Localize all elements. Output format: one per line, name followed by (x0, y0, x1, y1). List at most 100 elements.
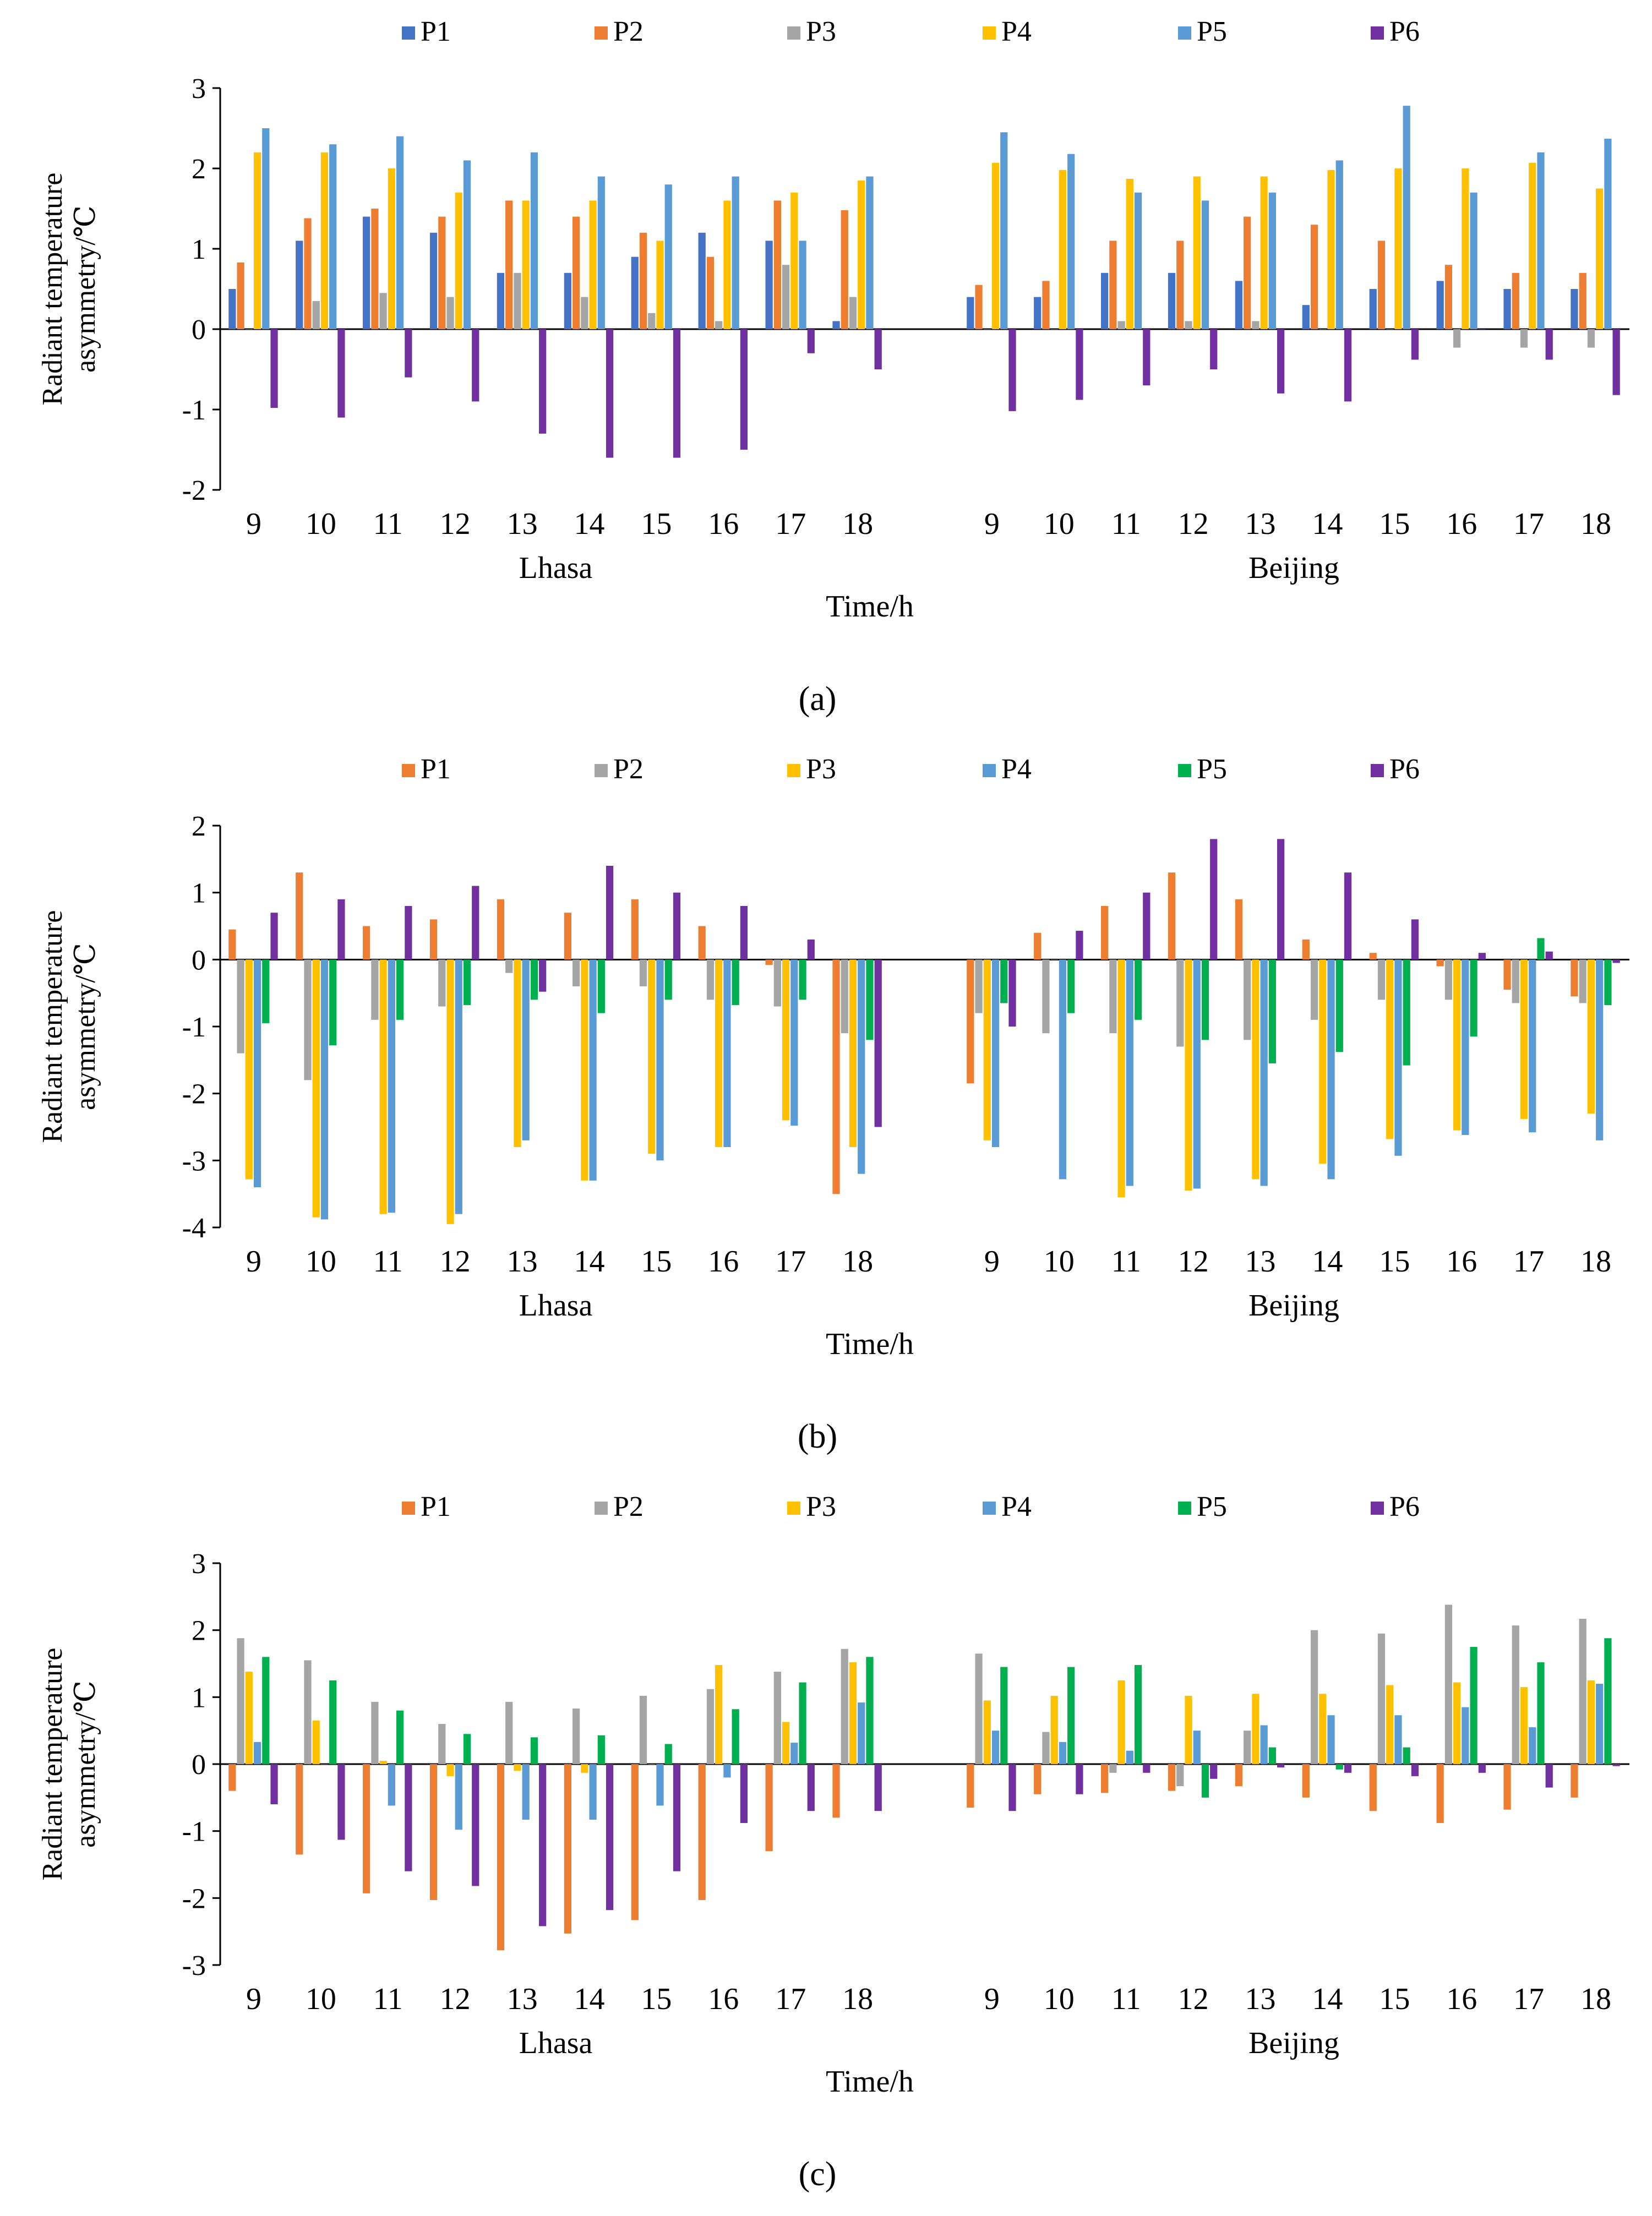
bar-lhasa-13-p1 (497, 272, 505, 329)
bar-beijing-14-p5 (1335, 160, 1343, 329)
x-tick-label: 9 (246, 1982, 261, 2016)
x-tick-label: 17 (775, 1982, 806, 2016)
bar-lhasa-13-p4 (522, 200, 530, 329)
bar-beijing-17-p2 (1512, 1625, 1519, 1764)
group-label-beijing: Beijing (1248, 1289, 1339, 1323)
bar-lhasa-15-p5 (664, 184, 672, 329)
bar-lhasa-15-p1 (631, 899, 639, 960)
x-tick-label: 13 (507, 1982, 538, 2016)
bar-beijing-12-p5 (1201, 200, 1209, 329)
bar-lhasa-13-p6 (539, 329, 547, 434)
bar-beijing-10-p4 (1059, 1742, 1067, 1764)
bar-beijing-14-p6 (1344, 329, 1352, 402)
bar-lhasa-12-p1 (429, 919, 438, 960)
bar-lhasa-14-p2 (573, 1709, 580, 1764)
bar-lhasa-13-p3 (514, 1764, 521, 1771)
bar-beijing-10-p3 (1050, 1695, 1058, 1764)
bar-lhasa-14-p2 (573, 959, 580, 986)
bar-lhasa-11-p4 (388, 959, 395, 1213)
bar-lhasa-11-p3 (379, 1760, 387, 1764)
bar-lhasa-9-p3 (245, 329, 253, 330)
bar-beijing-13-p1 (1235, 1764, 1243, 1787)
bar-beijing-17-p6 (1545, 1764, 1553, 1788)
bar-beijing-10-p6 (1076, 329, 1083, 400)
chart-panel-c: P1 P2 P3 P4 P5 P6 -3 -2 -1 0 1 2 3 Radiant temperatur… (0, 1475, 1652, 2213)
bar-lhasa-11-p6 (405, 906, 412, 960)
bar-beijing-14-p5 (1335, 1764, 1343, 1770)
bar-beijing-14-p6 (1344, 1764, 1352, 1773)
legend-label-p6: P6 (1389, 1491, 1420, 1522)
bar-lhasa-14-p1 (564, 272, 571, 329)
bar-lhasa-15-p6 (673, 329, 681, 458)
x-tick-label: 18 (842, 507, 873, 541)
bar-beijing-14-p1 (1302, 939, 1310, 960)
y-tick-label: 0 (192, 314, 206, 346)
bar-lhasa-13-p3 (514, 272, 521, 329)
bar-beijing-12-p6 (1210, 1764, 1218, 1779)
bar-lhasa-17-p5 (799, 959, 806, 1000)
bar-beijing-13-p4 (1260, 176, 1268, 329)
legend-label-p2: P2 (613, 754, 644, 785)
legend-swatch-p2 (595, 26, 608, 40)
y-tick-label: -3 (182, 1950, 206, 1982)
bar-beijing-13-p6 (1277, 1764, 1285, 1768)
x-tick-label: 15 (1379, 1982, 1410, 2016)
bar-beijing-9-p6 (1008, 329, 1016, 411)
x-tick-label: 10 (306, 507, 336, 541)
bar-beijing-9-p5 (1000, 959, 1008, 1003)
bar-beijing-17-p1 (1503, 959, 1511, 990)
bar-lhasa-15-p6 (673, 892, 681, 960)
bar-beijing-9-p3 (983, 329, 991, 330)
x-tick-label: 12 (440, 1982, 471, 2016)
bar-beijing-16-p2 (1444, 1604, 1452, 1764)
bar-lhasa-11-p2 (371, 1701, 379, 1764)
bar-beijing-18-p5 (1604, 959, 1612, 1006)
bar-lhasa-15-p1 (631, 256, 639, 329)
x-tick-label: 13 (507, 1245, 538, 1279)
x-tick-label: 16 (1446, 507, 1477, 541)
bar-lhasa-12-p4 (455, 1764, 462, 1830)
bar-lhasa-18-p4 (858, 959, 865, 1174)
bar-lhasa-17-p1 (765, 1764, 773, 1852)
bar-lhasa-15-p3 (648, 1764, 656, 1765)
bar-lhasa-10-p3 (312, 301, 320, 329)
bar-beijing-11-p5 (1134, 1664, 1142, 1764)
x-tick-label: 15 (641, 507, 672, 541)
bar-lhasa-17-p4 (790, 959, 798, 1126)
bar-beijing-12-p1 (1168, 1764, 1176, 1791)
y-tick-label: 0 (192, 1749, 206, 1781)
x-tick-label: 15 (641, 1982, 672, 2016)
bar-lhasa-9-p3 (245, 1672, 253, 1764)
x-tick-label: 12 (1178, 507, 1209, 541)
bar-lhasa-15-p5 (664, 959, 672, 1000)
bar-beijing-14-p2 (1310, 1630, 1318, 1764)
bar-beijing-18-p4 (1596, 188, 1604, 329)
y-axis-label: Radiant temperature (37, 172, 68, 405)
bar-lhasa-11-p3 (379, 293, 387, 329)
bar-lhasa-11-p5 (396, 136, 404, 329)
bar-beijing-11-p6 (1143, 892, 1151, 960)
x-tick-label: 17 (1513, 1982, 1544, 2016)
x-tick-label: 14 (574, 1982, 604, 2016)
bar-beijing-16-p4 (1462, 168, 1469, 329)
x-tick-label: 12 (1178, 1982, 1209, 2016)
bar-beijing-12-p3 (1185, 1695, 1192, 1764)
bar-beijing-14-p4 (1327, 170, 1335, 329)
bar-beijing-16-p5 (1470, 1647, 1477, 1764)
bar-beijing-12-p2 (1176, 1764, 1184, 1787)
bar-beijing-14-p2 (1310, 959, 1318, 1020)
bar-lhasa-14-p1 (564, 1764, 571, 1934)
x-tick-label: 18 (842, 1982, 873, 2016)
bar-lhasa-12-p3 (446, 959, 454, 1224)
bar-lhasa-10-p2 (304, 1660, 312, 1764)
bar-beijing-18-p2 (1579, 959, 1586, 1003)
bar-beijing-15-p6 (1411, 1764, 1419, 1776)
bar-beijing-11-p3 (1117, 959, 1125, 1198)
bar-lhasa-13-p3 (514, 959, 521, 1147)
bar-beijing-15-p2 (1377, 241, 1386, 329)
bar-beijing-17-p2 (1512, 959, 1519, 1003)
bar-lhasa-11-p6 (405, 1764, 412, 1871)
bar-beijing-16-p4 (1462, 959, 1469, 1136)
bar-beijing-18-p1 (1571, 289, 1578, 329)
bar-lhasa-14-p5 (597, 959, 605, 1013)
